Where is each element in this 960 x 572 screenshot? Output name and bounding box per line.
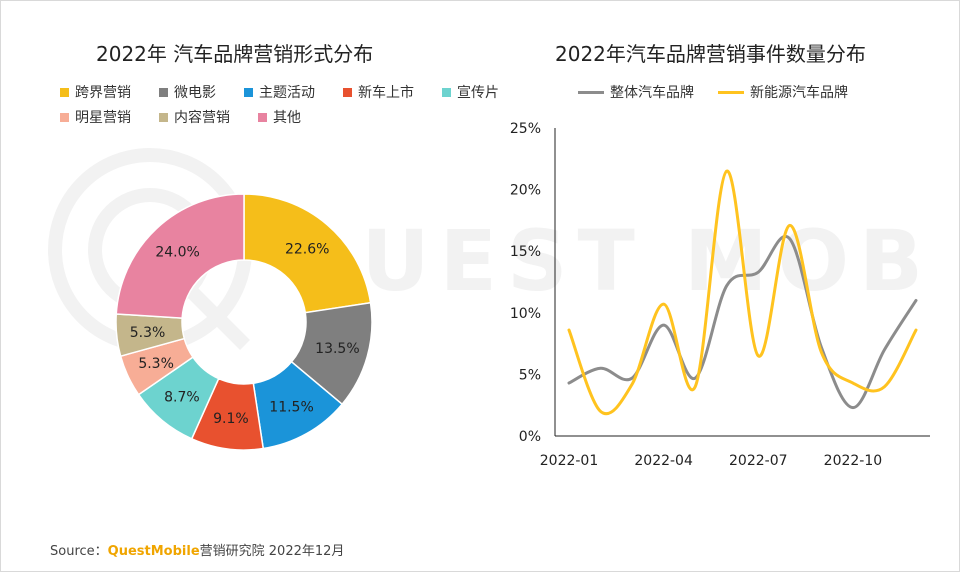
y-tick-label: 15%	[510, 244, 541, 260]
donut-legend-item: 明星营销	[60, 107, 131, 127]
y-tick-label: 25%	[510, 121, 541, 137]
legend-line-swatch	[578, 90, 604, 94]
donut-legend-item: 其他	[258, 107, 301, 127]
legend-label: 新能源汽车品牌	[750, 85, 848, 101]
donut-legend-item: 跨界营销	[60, 82, 131, 102]
y-tick-label: 10%	[510, 306, 541, 322]
donut-slice	[243, 193, 372, 314]
legend-swatch	[244, 87, 253, 97]
y-tick-label: 20%	[510, 183, 541, 199]
legend-label: 整体汽车品牌	[610, 85, 694, 101]
line-legend-item: 新能源汽车品牌	[718, 82, 848, 102]
legend-label: 明星营销	[75, 110, 131, 126]
source-note: Source：QuestMobile营销研究院 2022年12月	[50, 540, 344, 559]
legend-swatch	[442, 87, 451, 97]
donut-legend-row-2: 明星营销 内容营销 其他	[60, 107, 329, 127]
watermark-text: QUEST MOBILE	[280, 212, 940, 310]
line-legend-item: 整体汽车品牌	[578, 82, 694, 102]
x-tick-label: 2022-01	[540, 453, 599, 469]
donut-legend-item: 宣传片	[442, 82, 499, 102]
donut-value-label: 11.5%	[269, 400, 313, 416]
legend-label: 宣传片	[457, 85, 499, 101]
series-line-overall	[567, 234, 918, 410]
line-chart: 0% 5% 10% 15% 20% 25% 2022-01 2022-04 2022-07 202…	[510, 121, 930, 469]
y-tick-label: 0%	[519, 429, 541, 445]
legend-label: 内容营销	[174, 110, 230, 126]
watermark-logo: QUEST MOBILE	[48, 148, 940, 352]
line-title: 2022年汽车品牌营销事件数量分布	[555, 42, 866, 66]
legend-swatch	[159, 87, 168, 97]
source-prefix: Source：	[50, 544, 108, 559]
legend-label: 新车上市	[358, 85, 414, 101]
donut-title: 2022年 汽车品牌营销形式分布	[96, 42, 374, 66]
legend-line-swatch	[718, 90, 744, 94]
x-tick-label: 2022-04	[634, 453, 693, 469]
line-legend: 整体汽车品牌 新能源汽车品牌	[578, 82, 872, 102]
series-line-nev	[567, 169, 918, 416]
source-brand: QuestMobile	[107, 544, 200, 559]
donut-value-label: 13.5%	[315, 341, 359, 357]
donut-legend-row-1: 跨界营销 微电影 主题活动 新车上市 宣传片	[60, 82, 527, 102]
y-tick-label: 5%	[519, 367, 541, 383]
x-tick-label: 2022-10	[824, 453, 883, 469]
x-tick-label: 2022-07	[729, 453, 788, 469]
source-suffix: 营销研究院 2022年12月	[199, 544, 345, 559]
legend-label: 其他	[273, 110, 301, 126]
donut-value-label: 24.0%	[155, 244, 199, 260]
donut-value-label: 9.1%	[213, 411, 249, 427]
donut-legend-item: 主题活动	[244, 82, 315, 102]
donut-chart: 22.6% 13.5% 11.5% 9.1% 8.7% 5.3% 5.3% 24.0%	[115, 193, 373, 451]
legend-swatch	[258, 112, 267, 122]
donut-value-label: 8.7%	[164, 390, 200, 406]
donut-value-label: 22.6%	[285, 241, 329, 257]
legend-swatch	[60, 87, 69, 97]
donut-legend-item: 内容营销	[159, 107, 230, 127]
donut-legend-item: 微电影	[159, 82, 216, 102]
legend-swatch	[60, 112, 69, 122]
donut-slice	[115, 193, 245, 319]
donut-legend-item: 新车上市	[343, 82, 414, 102]
legend-label: 微电影	[174, 85, 216, 101]
donut-value-label: 5.3%	[130, 325, 166, 341]
legend-swatch	[159, 112, 168, 122]
legend-label: 跨界营销	[75, 85, 131, 101]
donut-value-label: 5.3%	[138, 356, 174, 372]
legend-swatch	[343, 87, 352, 97]
legend-label: 主题活动	[259, 85, 315, 101]
